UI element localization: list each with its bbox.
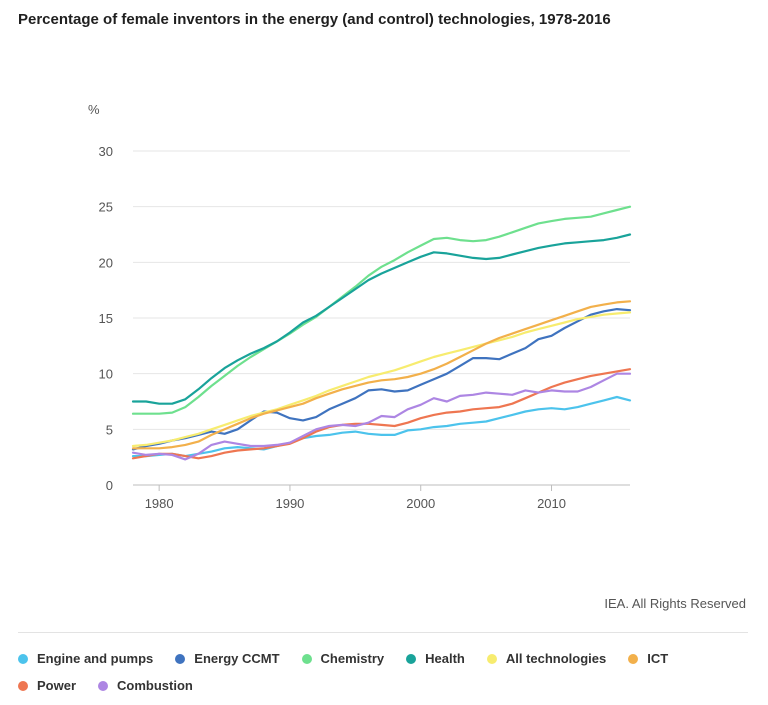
- legend-swatch-icon: [406, 653, 417, 664]
- chart-title: Percentage of female inventors in the en…: [18, 11, 611, 28]
- legend-swatch-icon: [628, 653, 639, 664]
- y-tick-label: 25: [99, 200, 113, 215]
- credit-text: IEA. All Rights Reserved: [604, 596, 746, 611]
- legend-label: Energy CCMT: [194, 651, 280, 666]
- legend-label: ICT: [647, 651, 669, 666]
- series-line-all-technologies: [131, 311, 632, 448]
- legend-item[interactable]: All technologies: [486, 650, 607, 667]
- legend-item[interactable]: Combustion: [98, 677, 193, 694]
- y-tick-label: 0: [106, 478, 113, 493]
- legend-item[interactable]: Health: [406, 650, 465, 667]
- y-tick-label: 10: [99, 367, 113, 382]
- legend-label: Health: [425, 651, 465, 666]
- legend-item[interactable]: Chemistry: [301, 650, 385, 667]
- y-tick-label: 30: [99, 144, 113, 159]
- legend-item[interactable]: Energy CCMT: [175, 650, 280, 667]
- legend-label: Power: [37, 678, 77, 693]
- legend-swatch-icon: [486, 653, 497, 664]
- legend-swatch-icon: [175, 653, 186, 664]
- legend-item[interactable]: Engine and pumps: [18, 650, 153, 667]
- legend-swatch-icon: [18, 680, 28, 691]
- x-tick-label: 2000: [406, 496, 435, 511]
- legend-item[interactable]: ICT: [628, 650, 668, 667]
- legend-swatch-icon: [98, 680, 109, 691]
- series-line-ict: [131, 300, 632, 450]
- legend: Engine and pumps Energy CCMT Chemistry Heal…: [18, 650, 748, 704]
- x-tick-label: 1990: [275, 496, 304, 511]
- y-tick-label: 5: [106, 422, 113, 437]
- legend-swatch-icon: [301, 653, 312, 664]
- y-axis: 0 5 10 15 20 25 30: [99, 144, 113, 493]
- y-tick-label: 20: [99, 255, 113, 270]
- line-chart: 0 5 10 15 20 25 30 1980 1990 2000 2010 %: [88, 102, 632, 511]
- x-axis: 1980 1990 2000 2010: [145, 485, 566, 511]
- series-line-health: [131, 233, 632, 405]
- y-axis-label: %: [88, 102, 100, 117]
- legend-item[interactable]: Power: [18, 677, 76, 694]
- legend-label: All technologies: [505, 651, 607, 666]
- series-line-power: [131, 368, 632, 460]
- y-tick-label: 15: [99, 311, 113, 326]
- series-lines: [131, 205, 632, 461]
- legend-label: Combustion: [117, 678, 193, 693]
- divider: [18, 632, 748, 633]
- x-tick-label: 2010: [537, 496, 566, 511]
- legend-label: Chemistry: [320, 651, 385, 666]
- series-line-combustion: [131, 372, 632, 461]
- series-line-chemistry: [131, 205, 632, 415]
- series-line-engine-and-pumps: [131, 395, 632, 458]
- legend-swatch-icon: [18, 653, 28, 664]
- x-tick-label: 1980: [145, 496, 174, 511]
- legend-label: Engine and pumps: [37, 651, 154, 666]
